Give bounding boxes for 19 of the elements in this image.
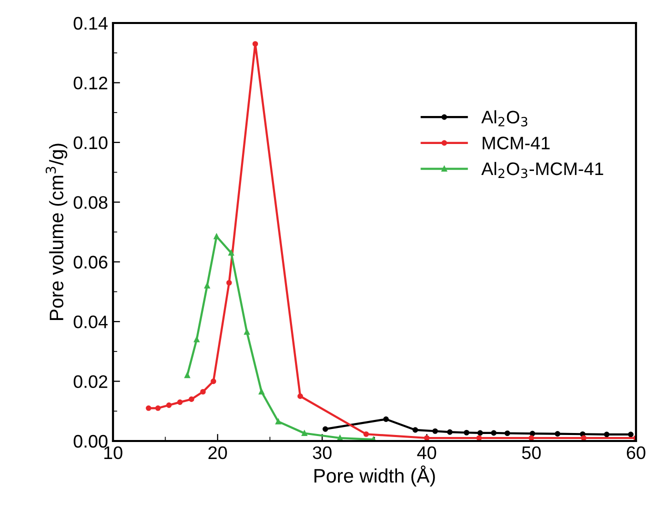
- x-tick-label: 50: [522, 446, 541, 460]
- x-tick-label: 40: [417, 446, 436, 460]
- y-tick-label: 0.06: [74, 256, 108, 269]
- legend-label: Al$_{2}$O$_{3}$-MCM-41: [481, 162, 604, 178]
- x-tick-label: 20: [208, 446, 227, 460]
- y-tick-label: 0.00: [74, 434, 108, 448]
- y-tick-label: 0.12: [74, 76, 108, 90]
- x-tick-label: 60: [626, 446, 646, 460]
- x-axis-title: Pore width (Å): [314, 465, 435, 487]
- y-tick-label: 0.14: [74, 16, 108, 30]
- x-tick-label: 30: [312, 446, 332, 460]
- y-tick-label: 0.08: [74, 196, 108, 209]
- y-tick-label: 0.10: [74, 136, 108, 150]
- legend-label: MCM-41: [482, 136, 550, 150]
- x-tick-label: 10: [104, 446, 122, 460]
- y-tick-label: 0.04: [74, 316, 108, 328]
- y-axis-title: Pore volume (cm$^{3}$/g): [46, 144, 68, 320]
- legend-label: Al$_{2}$O$_{3}$: [481, 110, 528, 126]
- y-tick-label: 0.02: [74, 375, 108, 388]
